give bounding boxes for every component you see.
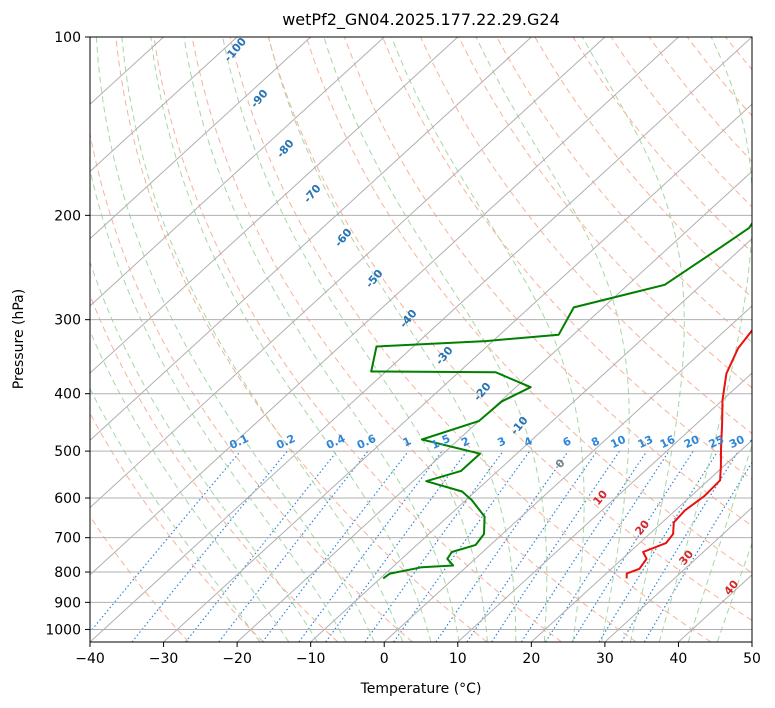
x-axis-label: Temperature (°C) xyxy=(360,681,482,697)
x-tick-label: −10 xyxy=(296,651,326,667)
mixing-ratio-label: 13 xyxy=(636,433,655,451)
moist-adiabat xyxy=(475,37,630,642)
isotherm-line xyxy=(90,37,459,374)
isotherm-line xyxy=(90,37,679,576)
y-tick-label: 100 xyxy=(54,30,81,46)
dry-adiabat xyxy=(90,131,413,642)
isotherm-line xyxy=(90,37,312,240)
mixing-ratio-line xyxy=(621,450,739,642)
isotherm-line xyxy=(604,506,752,642)
mixing-ratio-line xyxy=(325,450,468,642)
isotherm-line xyxy=(90,37,532,442)
isotherm-line xyxy=(383,305,752,642)
mixing-ratio-line xyxy=(491,450,621,642)
isotherm-line xyxy=(90,37,385,307)
isotherm-line xyxy=(90,37,606,509)
dry-adiabats xyxy=(90,37,775,642)
dry-adiabat xyxy=(305,37,752,574)
dry-adiabat xyxy=(764,37,775,642)
y-tick-label: 200 xyxy=(54,208,81,224)
isotherm-line xyxy=(530,439,752,642)
moist-adiabats xyxy=(90,37,752,642)
mixing-ratio-line xyxy=(364,450,504,642)
mixing-ratio-line xyxy=(520,450,648,642)
x-tick-label: 30 xyxy=(596,651,614,667)
plot-frame xyxy=(89,36,753,643)
moist-adiabat xyxy=(95,37,375,642)
axes: −40 −30 −20 −10 0 10 20 30 40 50 100 200 300 400 500 60… xyxy=(45,30,761,667)
isotherm-line xyxy=(310,237,752,642)
moist-adiabat xyxy=(658,37,752,642)
x-tick-label: 10 xyxy=(449,651,467,667)
isotherm-line xyxy=(457,372,752,642)
x-tick-label: 40 xyxy=(670,651,688,667)
mixing-ratio-line xyxy=(131,450,288,642)
mixing-ratio-label: 16 xyxy=(658,433,678,451)
moist-adiabat xyxy=(90,260,318,642)
moist-adiabat xyxy=(90,387,261,642)
x-tick-label: 20 xyxy=(522,651,540,667)
dry-adiabat xyxy=(90,515,190,642)
y-tick-label: 300 xyxy=(54,313,81,329)
mixing-ratio-line xyxy=(90,450,241,633)
x-tick-label: 0 xyxy=(380,651,389,667)
isotherm-line xyxy=(90,37,238,173)
mixing-ratio-line xyxy=(435,450,569,642)
y-tick-label: 500 xyxy=(54,444,81,460)
isobar-gridlines xyxy=(90,37,752,630)
y-tick-label: 600 xyxy=(54,491,81,507)
mixing-ratio-line xyxy=(466,450,598,642)
y-axis-label: Pressure (hPa) xyxy=(11,289,27,389)
mixing-ratio-line xyxy=(571,450,694,642)
skewed-isotherms xyxy=(90,37,752,642)
profile-series xyxy=(370,221,752,580)
dry-adiabat xyxy=(153,37,562,642)
y-tick-label: 1000 xyxy=(45,622,81,638)
temperature-profile-line xyxy=(625,328,752,579)
dewpoint-profile-line xyxy=(370,221,752,580)
isotherm-line xyxy=(751,641,752,642)
moist-adiabat xyxy=(716,542,752,642)
x-tick-label: −20 xyxy=(222,651,252,667)
moist-adiabat xyxy=(90,329,290,642)
mixing-ratio-line xyxy=(598,450,719,642)
moist-adiabat xyxy=(581,37,685,642)
moist-adiabat xyxy=(121,37,404,642)
dry-adiabat xyxy=(534,37,752,298)
mixing-ratio-line xyxy=(185,450,338,642)
moist-adiabat xyxy=(323,37,548,642)
y-tick-label: 700 xyxy=(54,531,81,547)
mixing-ratio-label: 20 xyxy=(682,433,702,451)
moist-adiabat xyxy=(150,37,432,642)
dry-adiabat xyxy=(90,412,264,642)
moist-adiabat xyxy=(687,443,752,642)
mixing-ratio-label: 25 xyxy=(707,433,726,451)
dry-adiabat xyxy=(90,293,339,642)
mixing-ratio-label: 10 xyxy=(608,433,628,451)
mixing-ratio-label: 36 xyxy=(748,433,768,451)
mixing-ratio-lines xyxy=(90,450,752,642)
mixing-ratio-label: 30 xyxy=(727,433,747,451)
mixing-ratio-line xyxy=(262,450,409,642)
mixing-ratio-line xyxy=(298,450,443,642)
dry-adiabat xyxy=(267,37,752,622)
moist-adiabat xyxy=(90,167,347,642)
isotherm-line xyxy=(90,37,752,642)
isotherm-line xyxy=(236,170,752,642)
x-tick-label: 50 xyxy=(743,651,761,667)
moist-adiabat xyxy=(183,37,460,642)
x-tick-label: −40 xyxy=(75,651,105,667)
moist-adiabat xyxy=(268,37,517,642)
dry-adiabat xyxy=(115,37,488,642)
y-tick-label: 800 xyxy=(54,565,81,581)
x-tick-label: −30 xyxy=(149,651,179,667)
y-tick-label: 400 xyxy=(54,387,81,403)
y-tick-label: 900 xyxy=(54,595,81,611)
chart-title: wetPf2_GN04.2025.177.22.29.G24 xyxy=(282,10,560,30)
mixing-ratio-line xyxy=(545,450,670,642)
